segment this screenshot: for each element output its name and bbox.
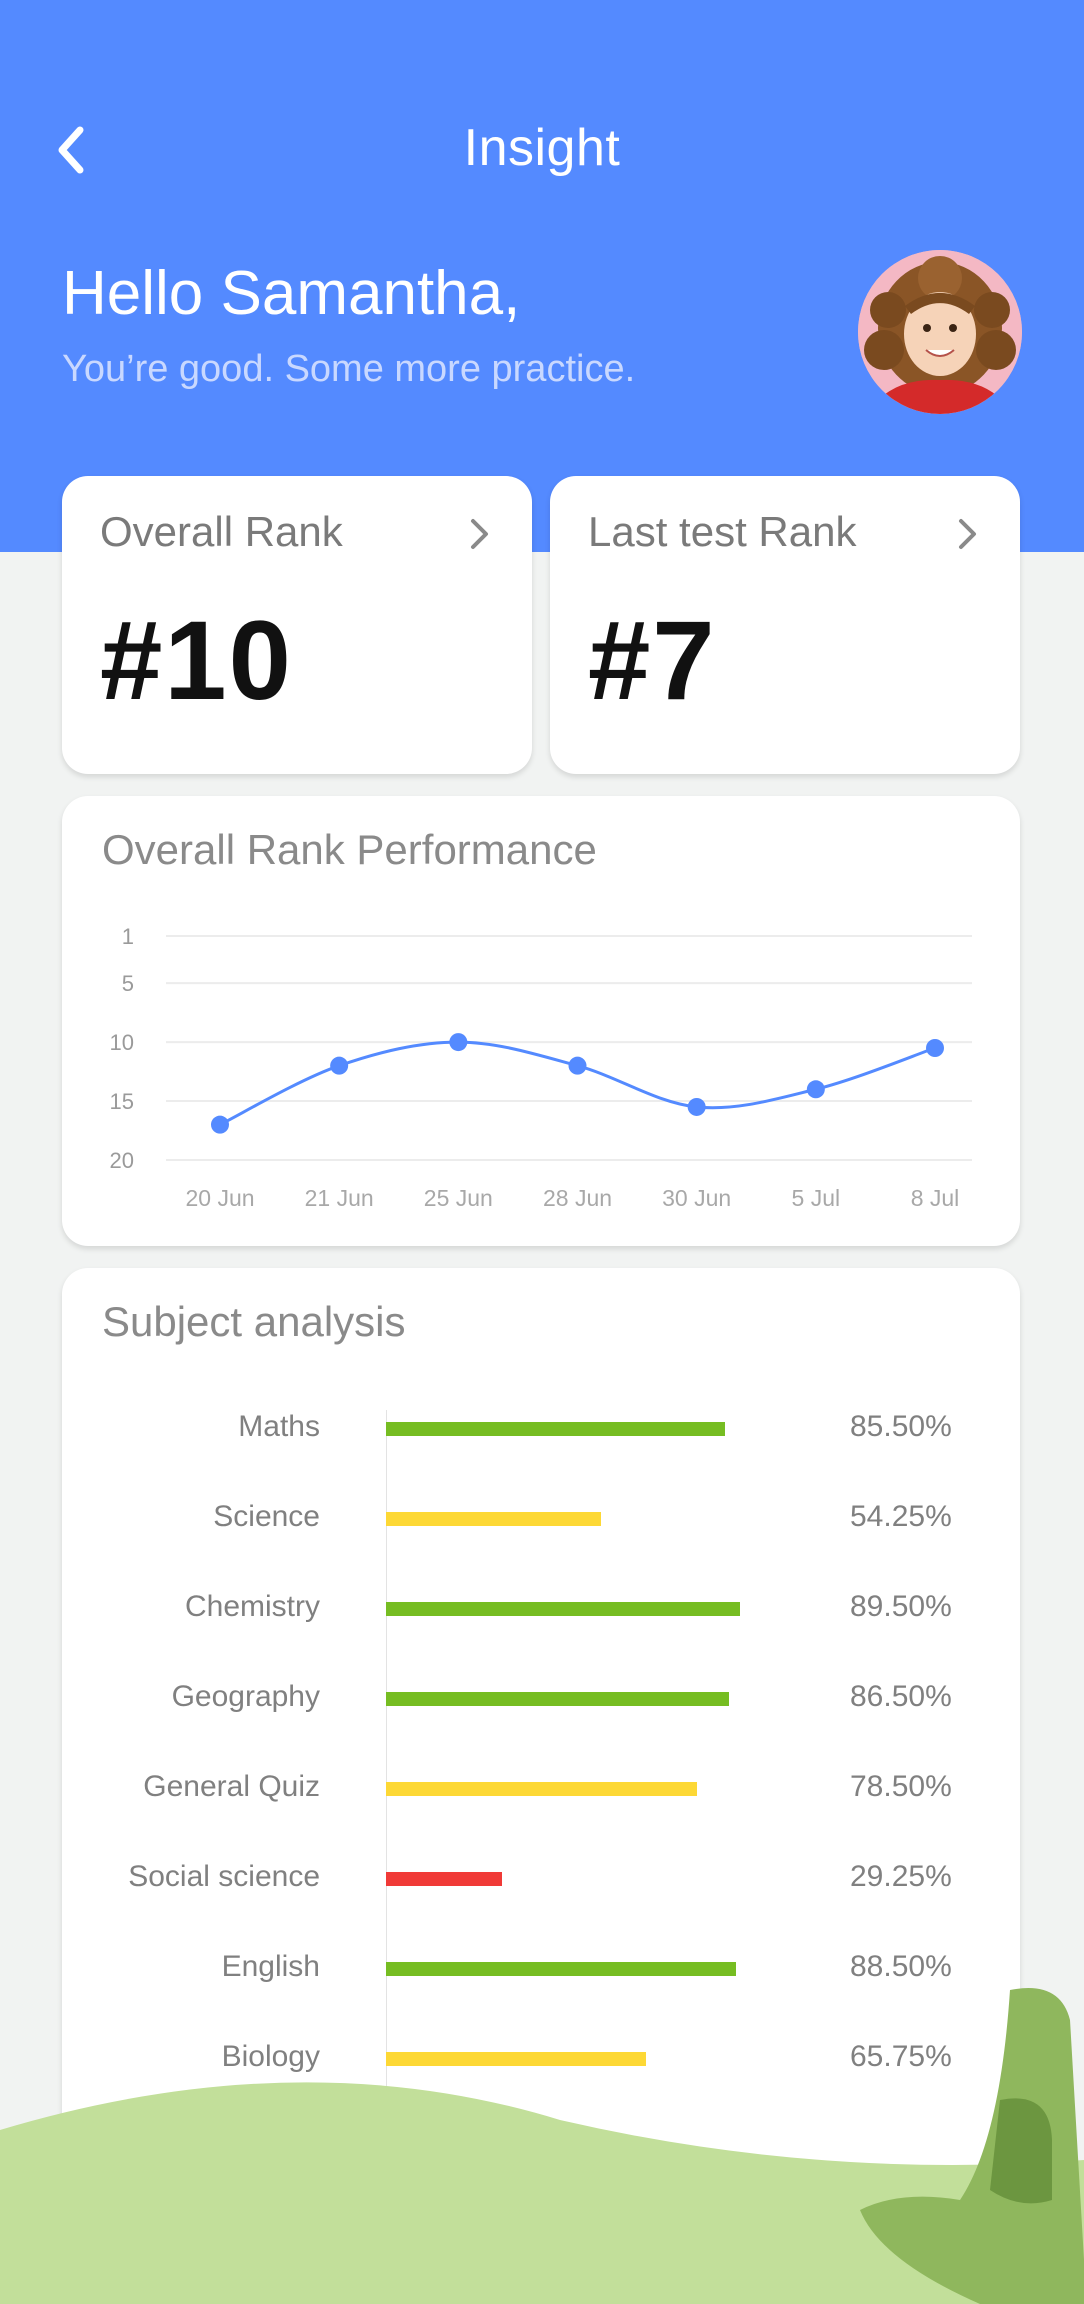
back-arrow-icon (58, 126, 84, 174)
chart-x-tick-label: 8 Jul (911, 1185, 960, 1211)
chart-data-point (330, 1056, 349, 1075)
chart-series-line (219, 1040, 936, 1126)
overall-rank-card[interactable]: Overall Rank #10 (62, 476, 532, 774)
chart-data-point (568, 1056, 587, 1075)
rank-performance-title: Overall Rank Performance (102, 826, 597, 873)
subject-row: Geography 86.50% (62, 1668, 1020, 1728)
last-test-rank-label: Last test Rank (588, 508, 857, 555)
subject-score-bar (386, 1692, 729, 1706)
subject-percent: 89.50% (850, 1590, 952, 1623)
subject-percent: 54.25% (850, 1500, 952, 1533)
subject-score-bar (386, 1602, 740, 1616)
subject-score-bar (386, 1782, 697, 1796)
subject-percent: 85.50% (850, 1410, 952, 1443)
chart-y-tick-label: 15 (110, 1089, 134, 1114)
chevron-right-icon (959, 519, 976, 549)
subject-score-bar (386, 2052, 646, 2066)
subject-score-bar (386, 1512, 601, 1526)
subject-percent: 29.25% (850, 1860, 952, 1893)
subject-row: Social science 29.25% (62, 1848, 1020, 1908)
subject-row: Chemistry 89.50% (62, 1578, 1020, 1638)
subject-score-bar (386, 1422, 725, 1436)
chart-data-point (806, 1080, 825, 1099)
subject-percent: 88.50% (850, 1950, 952, 1983)
chart-x-tick-label: 30 Jun (662, 1185, 731, 1211)
back-button[interactable] (50, 120, 100, 180)
chart-y-tick-label: 1 (122, 924, 134, 949)
chart-y-tick-label: 10 (110, 1030, 134, 1055)
subject-row: Science 54.25% (62, 1488, 1020, 1548)
user-photo-icon (858, 250, 1022, 414)
chart-y-tick-label: 20 (110, 1148, 134, 1173)
subject-row: General Quiz 78.50% (62, 1758, 1020, 1818)
subject-name: English (221, 1950, 320, 1983)
subject-analysis-title: Subject analysis (102, 1298, 406, 1345)
subject-row: Biology 65.75% (62, 2028, 1020, 2088)
avatar[interactable] (858, 250, 1022, 414)
chart-data-point (926, 1039, 944, 1057)
subject-name: Chemistry (184, 1590, 320, 1623)
overall-rank-value: #10 (100, 598, 293, 723)
subject-row: Maths 85.50% (62, 1398, 1020, 1458)
overall-rank-label: Overall Rank (100, 508, 343, 555)
last-test-rank-value: #7 (588, 598, 717, 723)
chart-data-point (687, 1097, 706, 1116)
subject-name: Maths (238, 1410, 320, 1443)
greeting-text: Hello Samantha, (62, 259, 521, 328)
rank-performance-card: Overall Rank Performance 1 5 10 15 20 20 Jun 2… (62, 796, 1020, 1246)
last-test-rank-card[interactable]: Last test Rank #7 (550, 476, 1020, 774)
chart-data-point (211, 1115, 229, 1134)
subject-name: Biology (221, 2040, 320, 2073)
chart-x-tick-label: 28 Jun (543, 1185, 612, 1211)
chevron-right-icon (471, 519, 488, 549)
subject-score-bar (386, 1962, 736, 1976)
page-title: Insight (463, 119, 621, 177)
subject-percent: 86.50% (850, 1680, 952, 1713)
subject-name: General Quiz (143, 1770, 320, 1803)
subject-analysis-card: Subject analysis Maths 85.50% Science 54.25… (62, 1268, 1020, 2200)
landscape-illustration (0, 1988, 1084, 2304)
subject-percent: 78.50% (850, 1770, 952, 1803)
chart-y-tick-label: 5 (122, 971, 134, 996)
subject-row: English 88.50% (62, 1938, 1020, 1998)
chart-x-tick-label: 20 Jun (185, 1185, 254, 1211)
subject-score-bar (386, 1872, 502, 1886)
chart-x-tick-label: 5 Jul (792, 1185, 841, 1211)
subject-percent: 65.75% (850, 2040, 952, 2073)
chart-x-tick-label: 21 Jun (305, 1185, 374, 1211)
subject-name: Science (213, 1500, 320, 1533)
greeting-subtext: You’re good. Some more practice. (62, 348, 636, 390)
chart-data-point (449, 1033, 468, 1052)
subject-axis-line (386, 1410, 387, 2100)
subject-name: Geography (171, 1680, 320, 1713)
chart-x-tick-label: 25 Jun (424, 1185, 493, 1211)
subject-name: Social science (128, 1860, 320, 1893)
